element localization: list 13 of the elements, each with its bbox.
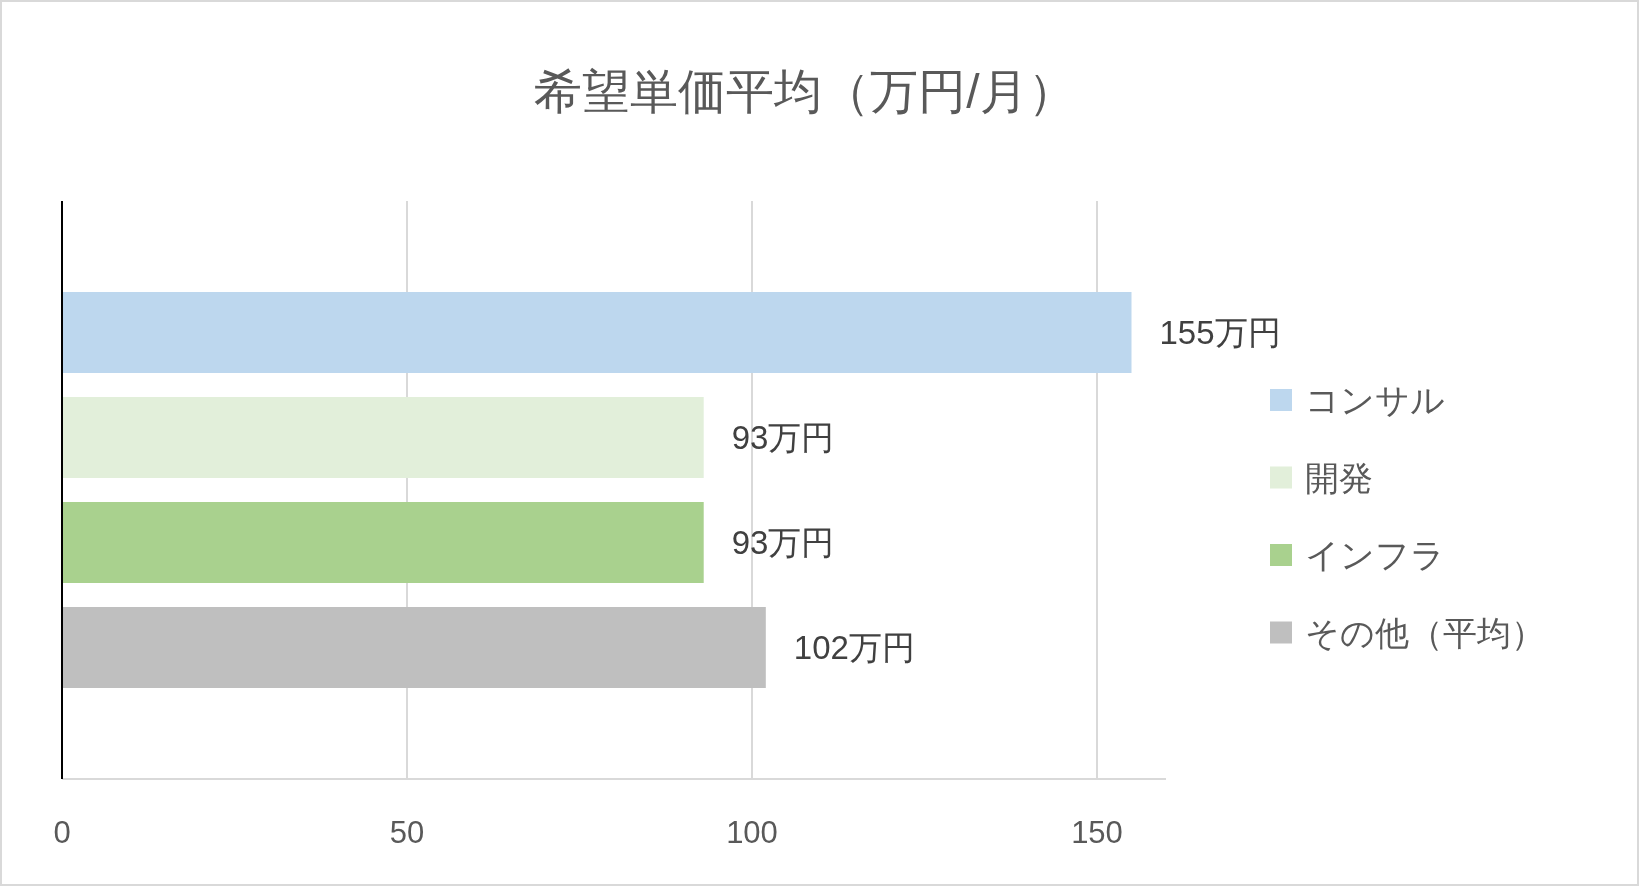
data-label: 93万円 — [731, 523, 835, 561]
legend-label: コンサル — [1305, 381, 1445, 419]
x-tick-label: 0 — [53, 815, 71, 850]
legend-label: その他（平均） — [1305, 613, 1545, 652]
legend-label: インフラ — [1305, 536, 1445, 574]
legend-label: 開発 — [1305, 458, 1373, 497]
data-label: 93万円 — [731, 418, 835, 456]
x-tick-label: 100 — [726, 815, 778, 850]
chart-title: 希望単価平均（万円/月） — [534, 65, 1076, 118]
x-tick-label: 150 — [1071, 815, 1123, 850]
data-label: 102万円 — [793, 628, 915, 666]
data-label: 155万円 — [1159, 313, 1281, 351]
x-tick-label: 50 — [389, 815, 425, 850]
